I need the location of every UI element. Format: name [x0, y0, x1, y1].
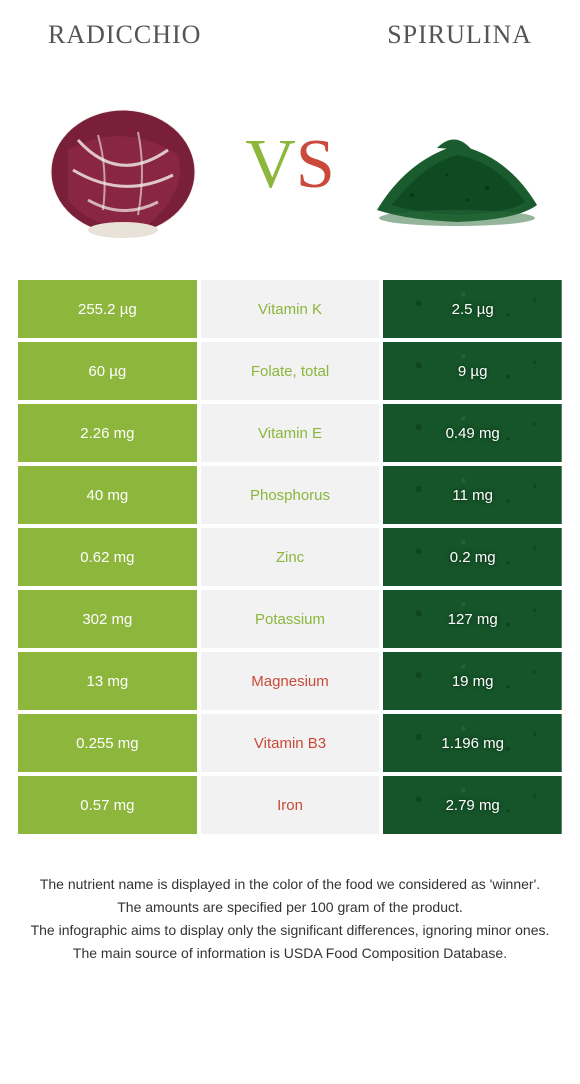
table-row: 40 mgPhosphorus11 mg	[18, 466, 562, 524]
footer-line-3: The infographic aims to display only the…	[28, 920, 552, 941]
cell-right-value: 9 µg	[383, 342, 562, 400]
cell-left-value: 2.26 mg	[18, 404, 197, 462]
comparison-table: 255.2 µgVitamin K2.5 µg60 µgFolate, tota…	[18, 280, 562, 834]
table-row: 0.57 mgIron2.79 mg	[18, 776, 562, 834]
cell-nutrient-label: Folate, total	[201, 342, 380, 400]
footer-line-1: The nutrient name is displayed in the co…	[28, 874, 552, 895]
table-row: 13 mgMagnesium19 mg	[18, 652, 562, 710]
radicchio-image	[33, 90, 213, 240]
cell-left-value: 40 mg	[18, 466, 197, 524]
cell-nutrient-label: Zinc	[201, 528, 380, 586]
cell-right-value: 127 mg	[383, 590, 562, 648]
table-row: 302 mgPotassium127 mg	[18, 590, 562, 648]
spirulina-image	[367, 90, 547, 240]
cell-right-value: 11 mg	[383, 466, 562, 524]
cell-left-value: 0.255 mg	[18, 714, 197, 772]
table-row: 0.62 mgZinc0.2 mg	[18, 528, 562, 586]
food-left-title: Radicchio	[48, 20, 201, 50]
images-row: VS	[18, 90, 562, 240]
cell-left-value: 0.62 mg	[18, 528, 197, 586]
cell-right-value: 0.49 mg	[383, 404, 562, 462]
footer-line-4: The main source of information is USDA F…	[28, 943, 552, 964]
cell-left-value: 13 mg	[18, 652, 197, 710]
cell-left-value: 60 µg	[18, 342, 197, 400]
cell-right-value: 19 mg	[383, 652, 562, 710]
table-row: 0.255 mgVitamin B31.196 mg	[18, 714, 562, 772]
cell-nutrient-label: Phosphorus	[201, 466, 380, 524]
cell-nutrient-label: Magnesium	[201, 652, 380, 710]
table-row: 60 µgFolate, total9 µg	[18, 342, 562, 400]
cell-left-value: 302 mg	[18, 590, 197, 648]
vs-label: VS	[245, 125, 335, 205]
cell-left-value: 0.57 mg	[18, 776, 197, 834]
cell-nutrient-label: Vitamin K	[201, 280, 380, 338]
cell-nutrient-label: Vitamin E	[201, 404, 380, 462]
vs-s: S	[296, 126, 335, 203]
footer-notes: The nutrient name is displayed in the co…	[18, 874, 562, 964]
vs-v: V	[245, 126, 296, 203]
cell-right-value: 0.2 mg	[383, 528, 562, 586]
cell-right-value: 2.5 µg	[383, 280, 562, 338]
cell-right-value: 2.79 mg	[383, 776, 562, 834]
header: Radicchio Spirulina	[18, 20, 562, 50]
food-right-title: Spirulina	[387, 20, 532, 50]
cell-right-value: 1.196 mg	[383, 714, 562, 772]
footer-line-2: The amounts are specified per 100 gram o…	[28, 897, 552, 918]
table-row: 255.2 µgVitamin K2.5 µg	[18, 280, 562, 338]
cell-nutrient-label: Iron	[201, 776, 380, 834]
table-row: 2.26 mgVitamin E0.49 mg	[18, 404, 562, 462]
cell-nutrient-label: Potassium	[201, 590, 380, 648]
cell-left-value: 255.2 µg	[18, 280, 197, 338]
cell-nutrient-label: Vitamin B3	[201, 714, 380, 772]
